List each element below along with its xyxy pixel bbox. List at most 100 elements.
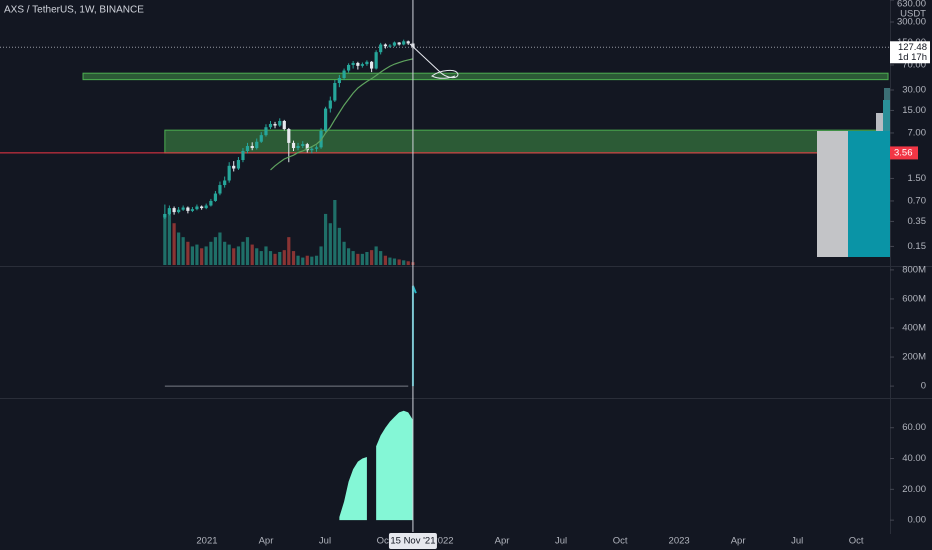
y-tick-label: 200M	[902, 352, 926, 363]
x-tick-label: 2021	[196, 536, 217, 547]
volume-bar	[379, 251, 383, 265]
candle-body	[305, 144, 309, 151]
candle-body	[351, 62, 355, 65]
candle-body	[301, 144, 305, 147]
candle-body	[388, 45, 392, 47]
candle-body	[291, 142, 296, 149]
candle-body	[250, 146, 254, 149]
crosshair-label-bg	[388, 533, 437, 549]
candle-body	[259, 135, 263, 142]
y-tick-label: 600M	[902, 293, 926, 304]
volume-bar	[218, 232, 222, 265]
volume-bar	[328, 223, 332, 265]
x-tick-label: Apr	[731, 536, 746, 547]
x-tick-label: Jul	[319, 536, 331, 547]
candle-body	[209, 200, 213, 206]
volume-bar	[392, 258, 397, 265]
price-label: 127.48	[898, 42, 927, 53]
volume-bar	[227, 244, 231, 265]
y-tick-label: 300.00	[897, 17, 926, 28]
candle-body	[223, 180, 227, 186]
y-tick-label: 20.00	[902, 484, 926, 495]
volume-bar	[287, 237, 291, 265]
zone	[82, 72, 889, 81]
candle-body	[365, 61, 369, 65]
y-tick-label: 0	[921, 381, 926, 392]
candle-body	[245, 146, 250, 152]
x-tick-label: Jul	[791, 536, 803, 547]
candle-body	[379, 44, 383, 53]
candle-body	[241, 151, 245, 161]
candle-body	[342, 70, 346, 79]
volume-bar	[163, 213, 167, 265]
y-tick-label: 800M	[902, 264, 926, 275]
drawings	[0, 0, 932, 534]
volume-bar	[337, 227, 341, 265]
candle-body	[374, 52, 378, 69]
y-tick-label: 0.15	[908, 241, 927, 252]
candle-body	[200, 206, 204, 209]
x-tick-label: Jul	[555, 536, 567, 547]
volume-bar	[172, 223, 176, 265]
candle-body	[296, 146, 300, 149]
candle-body	[236, 160, 241, 169]
candle-body	[310, 148, 314, 151]
volume-bar	[406, 261, 410, 265]
y-tick-label: 0.00	[908, 515, 927, 526]
y-tick-label: 0.70	[908, 195, 927, 206]
volume-bar	[232, 248, 236, 265]
volume-bar	[397, 259, 401, 265]
candle-body	[356, 62, 360, 66]
y-tick-label: 400M	[902, 323, 926, 334]
volume-bar	[342, 241, 346, 265]
candle-body	[282, 120, 286, 130]
x-tick-label: Oct	[613, 536, 628, 547]
hline-label-bg	[890, 146, 918, 160]
candle-body	[232, 165, 236, 169]
volume-bar	[351, 251, 355, 265]
y-tick-label: 30.00	[902, 85, 926, 96]
candle-body	[392, 42, 397, 46]
volume-bar	[213, 237, 218, 265]
candle-body	[397, 42, 401, 45]
candle-body	[204, 205, 208, 209]
volume-bar	[200, 248, 204, 265]
volume-bar	[278, 252, 282, 265]
back-layer	[0, 46, 890, 265]
x-tick-label: 2023	[669, 536, 690, 547]
price-label-bg	[890, 41, 930, 64]
volume-bar	[181, 237, 185, 265]
candle-body	[278, 120, 282, 126]
candle-body	[186, 207, 190, 211]
candle-body	[218, 185, 222, 194]
volume-bar	[402, 260, 406, 265]
candle-body	[370, 61, 374, 69]
candle-body	[255, 141, 259, 149]
freehand-drawing	[409, 43, 459, 79]
volume-bar	[383, 255, 387, 265]
volume-bar	[259, 251, 263, 265]
volume-bar	[333, 200, 337, 265]
x-tick-label: 2022	[432, 536, 453, 547]
volume-bar	[282, 250, 286, 265]
candle-body	[273, 123, 277, 126]
candle-body	[190, 209, 195, 211]
volume-bar	[296, 255, 300, 265]
candle-body	[264, 127, 268, 136]
crosshair-label: 15 Nov '21	[390, 536, 435, 547]
candle-body	[172, 208, 176, 213]
volume-bar	[301, 257, 305, 265]
volume-bar	[195, 244, 199, 265]
y-tick-label: 0.35	[908, 216, 927, 227]
volume-bar	[167, 209, 171, 265]
range-box	[848, 131, 890, 257]
volume-bar	[319, 246, 323, 265]
candle-body	[337, 78, 341, 84]
volume-bar	[273, 253, 277, 265]
profile-bar	[883, 100, 890, 131]
volume-bar	[190, 246, 195, 265]
volume-bar	[305, 255, 309, 265]
symbol-title: AXS / TetherUS, 1W, BINANCE	[4, 5, 144, 16]
